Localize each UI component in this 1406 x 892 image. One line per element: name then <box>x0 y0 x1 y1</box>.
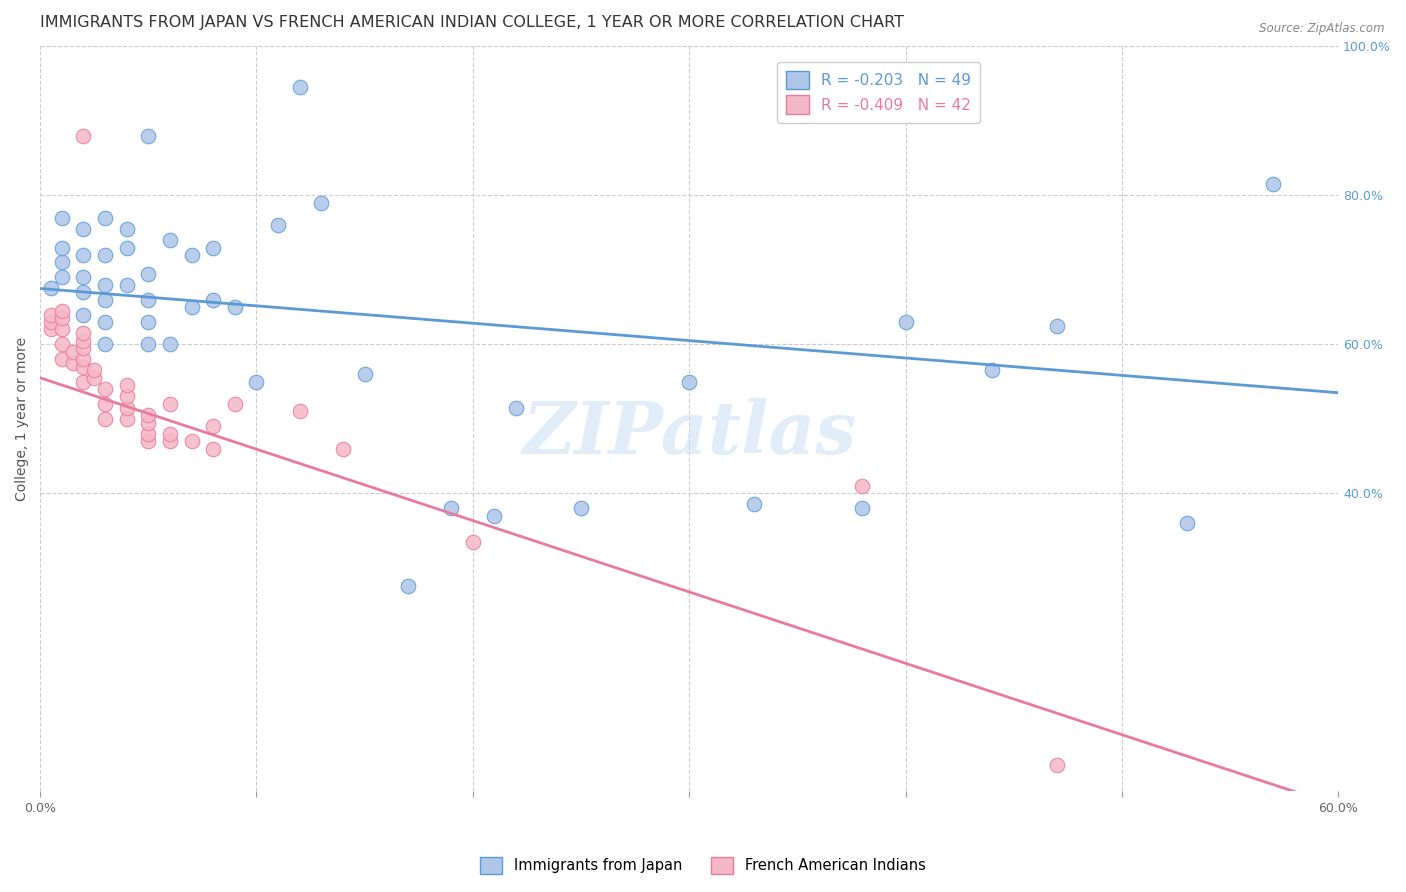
Point <box>440 501 463 516</box>
Point <box>83 363 105 377</box>
Point <box>267 218 290 232</box>
Point <box>180 434 202 449</box>
Point <box>51 352 73 367</box>
Legend: Immigrants from Japan, French American Indians: Immigrants from Japan, French American I… <box>474 851 932 880</box>
Point <box>159 233 181 247</box>
Point <box>461 534 484 549</box>
Point <box>51 255 73 269</box>
Point <box>72 222 94 236</box>
Point <box>159 426 181 441</box>
Point <box>39 322 62 336</box>
Point <box>72 308 94 322</box>
Point <box>180 248 202 262</box>
Point <box>202 293 225 307</box>
Point <box>981 363 1004 377</box>
Point <box>1175 516 1198 530</box>
Point <box>678 375 700 389</box>
Point <box>51 322 73 336</box>
Point <box>224 397 246 411</box>
Point <box>159 434 181 449</box>
Point <box>51 337 73 351</box>
Point <box>136 267 159 281</box>
Point <box>51 240 73 254</box>
Point <box>136 416 159 430</box>
Point <box>72 326 94 340</box>
Legend: R = -0.203   N = 49, R = -0.409   N = 42: R = -0.203 N = 49, R = -0.409 N = 42 <box>776 62 980 123</box>
Point <box>136 128 159 143</box>
Point <box>136 315 159 329</box>
Point <box>51 303 73 318</box>
Point <box>51 311 73 326</box>
Point <box>39 308 62 322</box>
Point <box>136 426 159 441</box>
Point <box>115 277 138 292</box>
Point <box>245 375 267 389</box>
Point <box>72 359 94 374</box>
Point <box>72 270 94 285</box>
Point <box>94 411 117 425</box>
Text: Source: ZipAtlas.com: Source: ZipAtlas.com <box>1260 22 1385 36</box>
Point <box>115 222 138 236</box>
Point <box>136 337 159 351</box>
Point <box>224 300 246 314</box>
Point <box>115 401 138 415</box>
Text: IMMIGRANTS FROM JAPAN VS FRENCH AMERICAN INDIAN COLLEGE, 1 YEAR OR MORE CORRELAT: IMMIGRANTS FROM JAPAN VS FRENCH AMERICAN… <box>41 15 904 30</box>
Point <box>505 401 527 415</box>
Point <box>569 501 592 516</box>
Point <box>202 240 225 254</box>
Point <box>159 397 181 411</box>
Point <box>332 442 354 456</box>
Point <box>136 293 159 307</box>
Point <box>39 315 62 329</box>
Point <box>851 479 873 493</box>
Point <box>72 341 94 355</box>
Point <box>115 389 138 403</box>
Point <box>72 285 94 300</box>
Point <box>396 579 419 593</box>
Point <box>742 498 765 512</box>
Point <box>94 397 117 411</box>
Point <box>159 337 181 351</box>
Point <box>72 375 94 389</box>
Point <box>484 508 506 523</box>
Point <box>311 195 333 210</box>
Point <box>72 352 94 367</box>
Point <box>136 408 159 422</box>
Point <box>115 240 138 254</box>
Point <box>1046 318 1069 333</box>
Point <box>180 300 202 314</box>
Point <box>94 248 117 262</box>
Point <box>94 337 117 351</box>
Point <box>115 411 138 425</box>
Point <box>94 277 117 292</box>
Point <box>288 404 311 418</box>
Point <box>115 378 138 392</box>
Point <box>72 334 94 348</box>
Point <box>72 128 94 143</box>
Point <box>39 281 62 295</box>
Point <box>51 270 73 285</box>
Y-axis label: College, 1 year or more: College, 1 year or more <box>15 337 30 500</box>
Point <box>136 434 159 449</box>
Point <box>894 315 917 329</box>
Point <box>202 442 225 456</box>
Point <box>94 315 117 329</box>
Point <box>288 80 311 95</box>
Point <box>51 211 73 225</box>
Point <box>94 293 117 307</box>
Point <box>62 356 84 370</box>
Point <box>1263 178 1285 192</box>
Point <box>1046 758 1069 772</box>
Text: ZIPatlas: ZIPatlas <box>522 398 856 469</box>
Point <box>83 371 105 385</box>
Point <box>94 211 117 225</box>
Point <box>94 382 117 396</box>
Point <box>72 248 94 262</box>
Point <box>851 501 873 516</box>
Point <box>62 344 84 359</box>
Point <box>202 419 225 434</box>
Point <box>353 367 375 381</box>
